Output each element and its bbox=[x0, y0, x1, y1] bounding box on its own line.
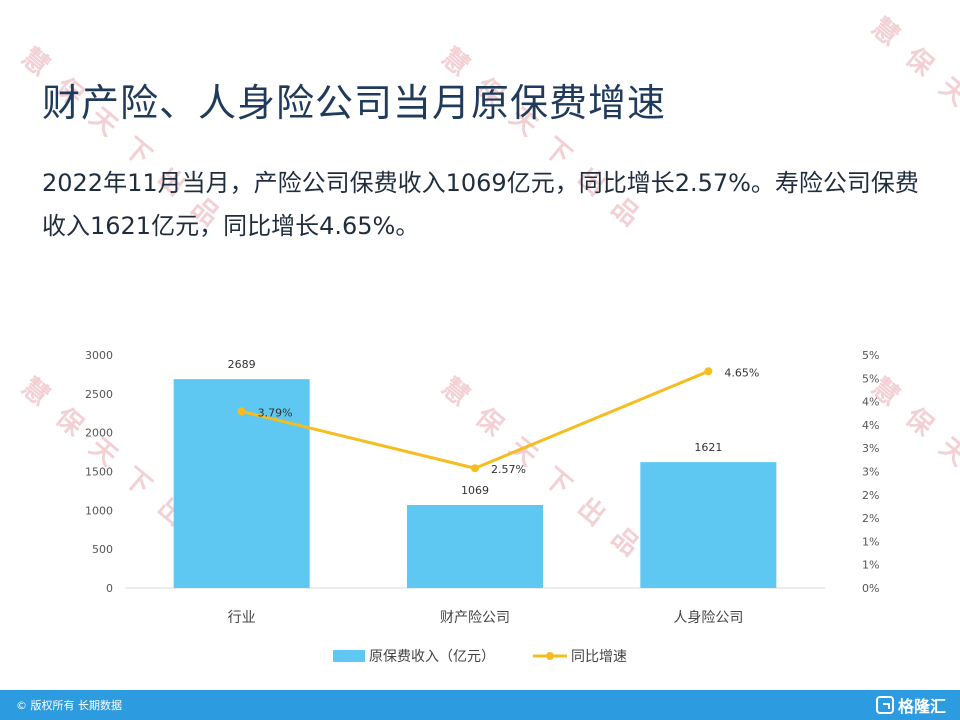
right-axis-tick: 1% bbox=[862, 559, 879, 572]
legend-line-marker bbox=[546, 652, 554, 660]
left-axis-tick: 1500 bbox=[85, 466, 113, 479]
right-axis-tick: 1% bbox=[862, 535, 879, 548]
right-axis-tick: 5% bbox=[862, 372, 879, 385]
right-axis-tick: 3% bbox=[862, 466, 879, 479]
right-axis-tick: 0% bbox=[862, 582, 879, 595]
brand-name: 格隆汇 bbox=[897, 697, 946, 716]
legend-bar-label: 原保费收入（亿元） bbox=[369, 649, 495, 665]
footer-bar: © 版权所有 长期数据 格隆汇 bbox=[0, 690, 960, 720]
page-title: 财产险、人身险公司当月原保费增速 bbox=[42, 81, 667, 125]
bar-value-label: 1069 bbox=[461, 484, 489, 497]
watermark-char: 慧 bbox=[866, 12, 905, 52]
watermark-char: 保 bbox=[899, 42, 940, 83]
right-axis-tick: 4% bbox=[862, 396, 879, 409]
watermark-char: 天 bbox=[934, 72, 960, 112]
bar bbox=[640, 462, 777, 588]
left-axis-tick: 2500 bbox=[85, 388, 113, 401]
brand-icon bbox=[875, 696, 894, 714]
left-axis-tick: 2000 bbox=[85, 427, 113, 440]
legend-bar-swatch bbox=[333, 650, 365, 662]
bar-value-label: 1621 bbox=[694, 441, 722, 454]
right-axis-tick: 5% bbox=[862, 349, 879, 362]
legend-line-label: 同比增速 bbox=[571, 649, 627, 665]
growth-line bbox=[241, 369, 709, 470]
combo-chart: 0 500 1000 1500 2000 2500 3000 0% 1% 1% 2% 2% 3% 3% 4%… bbox=[85, 349, 879, 665]
growth-point bbox=[704, 367, 713, 376]
growth-point bbox=[237, 407, 246, 416]
category-label: 行业 bbox=[228, 610, 256, 626]
right-axis-tick: 3% bbox=[862, 442, 879, 455]
brand-logo: 格隆汇 bbox=[875, 694, 946, 716]
growth-value-label: 3.79% bbox=[258, 406, 293, 419]
right-axis-tick: 2% bbox=[862, 489, 879, 502]
category-label: 人身险公司 bbox=[673, 610, 743, 626]
category-label: 财产险公司 bbox=[440, 610, 510, 626]
bar-value-label: 2689 bbox=[228, 358, 256, 371]
right-axis-tick: 4% bbox=[862, 419, 879, 432]
summary-text: 2022年11月当月，产险公司保费收入1069亿元，同比增长2.57%。寿险公司… bbox=[42, 169, 919, 240]
left-axis-tick: 500 bbox=[92, 543, 113, 556]
left-axis-tick: 3000 bbox=[85, 349, 113, 362]
growth-point bbox=[471, 464, 479, 473]
growth-value-label: 4.65% bbox=[724, 366, 759, 379]
right-axis-tick: 2% bbox=[862, 512, 879, 525]
left-axis-tick: 1000 bbox=[85, 504, 113, 517]
bar bbox=[407, 504, 543, 588]
copyright-text: © 版权所有 长期数据 bbox=[16, 699, 122, 712]
growth-value-label: 2.57% bbox=[491, 463, 526, 476]
left-axis-tick: 0 bbox=[106, 582, 113, 595]
